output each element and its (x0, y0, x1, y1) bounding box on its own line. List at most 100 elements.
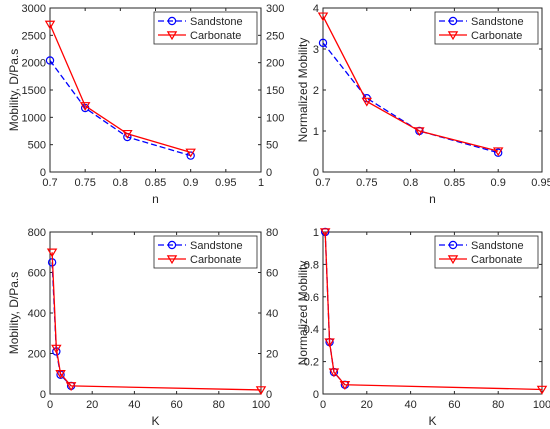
legend: Sandstone Carbonate (153, 235, 258, 269)
x-tick-label: 0.95 (215, 177, 236, 189)
x-tick-label: 0.8 (403, 177, 418, 189)
x-tick-label: 0.85 (145, 177, 166, 189)
x-tick-label: 0.95 (531, 177, 550, 189)
x-axis-label: K (151, 414, 159, 428)
series-line-carbonate (51, 252, 262, 391)
y2-tick-label: 0 (266, 167, 272, 179)
x-tick-label: 20 (361, 399, 373, 411)
y2-tick-label: 20 (266, 349, 278, 361)
y-tick-label: 0.6 (304, 292, 319, 304)
y2-tick-label: 50 (266, 140, 278, 152)
legend-marker (167, 16, 177, 26)
y-tick-label: 0 (313, 389, 319, 401)
x-tick-label: 0.9 (183, 177, 198, 189)
x-tick-label: 0.9 (491, 177, 506, 189)
y-tick-label: 0 (313, 167, 319, 179)
legend-marker (166, 255, 178, 265)
x-tick-label: 0.7 (315, 177, 330, 189)
data-point-carbonate (122, 129, 133, 139)
x-tick-label: 40 (404, 399, 416, 411)
y-tick-label: 2500 (22, 30, 46, 42)
chart-panel-1: 0.7 0.75 0.8 0.85 0.9 0.95 1050010001500200025… (7, 3, 284, 206)
data-point-carbonate (319, 228, 331, 238)
y2-tick-label: 80 (266, 227, 278, 239)
y-tick-label: 1 (313, 126, 319, 138)
series-line-carbonate (324, 231, 543, 391)
x-tick-label: 100 (252, 399, 270, 411)
y2-tick-label: 0 (266, 389, 272, 401)
y-tick-label: 600 (28, 268, 46, 280)
chart-panel-3: 0 20 40 60 80 1000200400600800020406080KMobil… (7, 227, 278, 428)
y-axis-label: Mobility, D/Pa.s (7, 272, 21, 354)
y-tick-label: 800 (28, 227, 46, 239)
y-tick-label: 0 (40, 389, 46, 401)
legend-marker (447, 255, 459, 265)
data-point-carbonate (44, 20, 56, 30)
x-tick-label: 0 (320, 399, 326, 411)
legend-label-sandstone: Sandstone (190, 240, 243, 252)
data-point-sandstone (494, 148, 503, 157)
series-line-sandstone (322, 42, 499, 154)
data-point-carbonate (46, 248, 58, 258)
legend-marker (448, 16, 458, 26)
data-point-carbonate (185, 148, 196, 158)
x-axis-label: n (152, 192, 159, 206)
y-tick-label: 2000 (22, 58, 46, 70)
y-tick-label: 500 (28, 140, 46, 152)
y2-tick-label: 300 (266, 3, 284, 15)
series-line-carbonate (49, 24, 191, 153)
x-tick-label: 1 (258, 177, 264, 189)
x-tick-label: 100 (533, 399, 550, 411)
data-point-carbonate (317, 12, 329, 22)
data-point-carbonate (55, 370, 66, 379)
y-tick-label: 2 (313, 85, 319, 97)
y-tick-label: 1 (313, 227, 319, 239)
y-tick-label: 0.2 (304, 357, 319, 369)
x-tick-label: 0 (47, 399, 53, 411)
legend-label-sandstone: Sandstone (471, 240, 524, 252)
y2-tick-label: 150 (266, 85, 284, 97)
y-tick-label: 200 (28, 349, 46, 361)
data-point-carbonate (361, 97, 373, 107)
x-tick-label: 80 (492, 399, 504, 411)
x-axis-label: n (429, 192, 436, 206)
y-tick-label: 0 (40, 167, 46, 179)
y-axis-label: Normalized Mobility (296, 38, 310, 143)
y-tick-label: 3 (313, 44, 319, 56)
x-tick-label: 0.7 (42, 177, 57, 189)
y-tick-label: 3000 (22, 3, 46, 15)
legend-label-carbonate: Carbonate (471, 30, 522, 42)
legend: Sandstone Carbonate (434, 235, 539, 269)
legend-label-carbonate: Carbonate (190, 254, 241, 266)
plot-frame (322, 231, 543, 395)
y2-tick-label: 250 (266, 30, 284, 42)
legend-marker (447, 31, 459, 41)
x-tick-label: 60 (448, 399, 460, 411)
legend: Sandstone Carbonate (434, 11, 539, 45)
y-axis-label: Normalized Mobility (296, 261, 310, 366)
y-axis-label: Mobility, D/Pa.s (7, 49, 21, 131)
legend-label-carbonate: Carbonate (471, 254, 522, 266)
series-line-carbonate (322, 15, 499, 152)
x-tick-label: 0.75 (74, 177, 95, 189)
legend-marker (166, 31, 178, 41)
x-tick-label: 0.75 (356, 177, 377, 189)
data-point-carbonate (65, 382, 77, 392)
y-tick-label: 1500 (22, 85, 46, 97)
x-tick-label: 0.8 (113, 177, 128, 189)
data-point-carbonate (492, 147, 504, 157)
x-tick-label: 0.85 (444, 177, 465, 189)
x-tick-label: 40 (128, 399, 140, 411)
x-tick-label: 80 (213, 399, 225, 411)
legend-marker (167, 240, 177, 250)
x-tick-label: 60 (170, 399, 182, 411)
y-tick-label: 400 (28, 308, 46, 320)
y-tick-label: 1000 (22, 112, 46, 124)
data-point-sandstone (318, 38, 328, 48)
data-point-carbonate (79, 102, 91, 112)
legend-marker (448, 240, 458, 250)
data-point-carbonate (328, 368, 340, 378)
series-line-sandstone (49, 60, 191, 157)
data-point-sandstone (45, 56, 55, 65)
